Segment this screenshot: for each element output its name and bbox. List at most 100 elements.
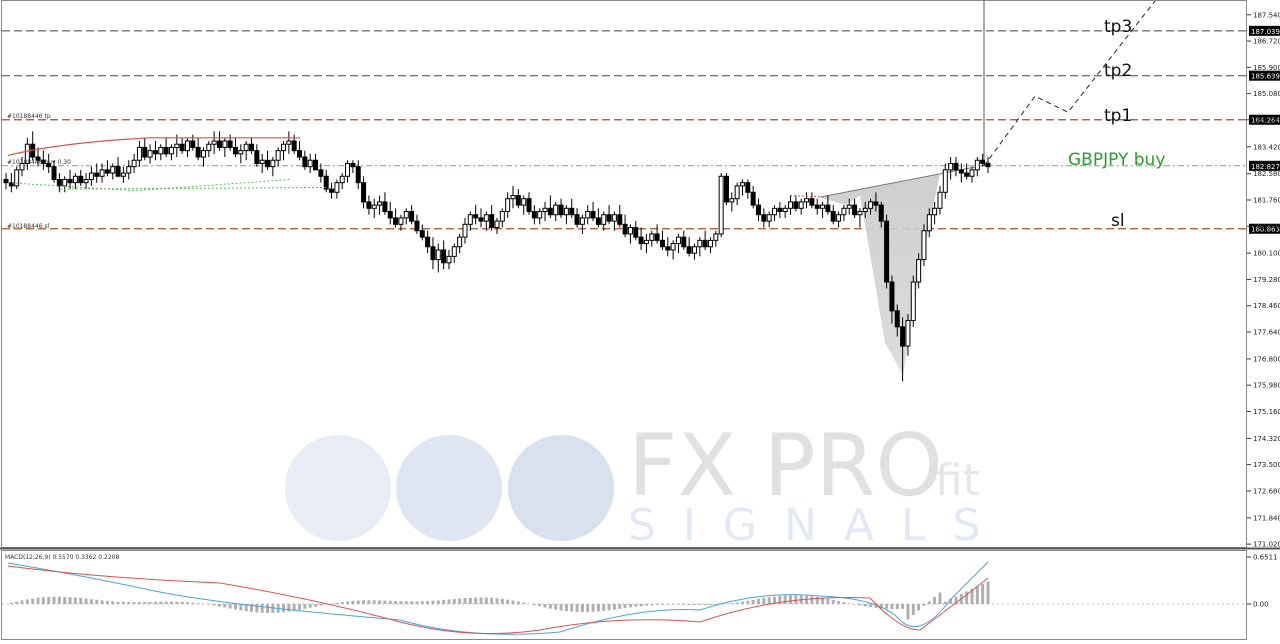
candle-up [707, 239, 713, 248]
candle-down [702, 239, 708, 248]
candle-up [200, 150, 206, 158]
macd-line [7, 561, 989, 635]
candle-up [798, 201, 804, 209]
candle-down [425, 236, 431, 248]
candle-down [617, 214, 623, 225]
candle-down [654, 233, 660, 241]
price-tag [1249, 70, 1280, 81]
price-tick-label: 185.900 [1253, 64, 1280, 72]
candle-down [953, 162, 959, 171]
watermark-sub: SIGNALS [628, 500, 1007, 551]
candle-up [307, 159, 313, 168]
candle-down [249, 143, 254, 152]
candle-down [526, 198, 532, 213]
candle-up [948, 162, 954, 171]
candle-up [131, 159, 137, 168]
candle-down [195, 146, 201, 158]
candle-up [14, 169, 20, 187]
candle-up [820, 204, 826, 209]
candle-down [350, 162, 356, 168]
candle-up [377, 201, 383, 206]
trade-levels: 187.039 185.639 184.264 182.827 180.863 [2, 0, 1280, 234]
order-sl-label: #10188446 sl [7, 223, 50, 230]
candle-down [387, 211, 393, 219]
candle-down [35, 156, 41, 161]
macd-signal [7, 565, 989, 635]
candle-up [24, 143, 30, 164]
watermark-logo: FX PRO fit SIGNALS [285, 416, 1007, 551]
candle-down [430, 246, 436, 261]
candle-down [40, 159, 46, 164]
candle-down [355, 166, 361, 184]
candle-down [894, 310, 900, 328]
candle-up [147, 150, 153, 158]
candle-up [168, 146, 174, 155]
candle-down [163, 146, 169, 155]
candle-up [713, 233, 719, 241]
price-tag [1249, 160, 1280, 171]
candle-up [675, 236, 681, 245]
candle-up [788, 201, 794, 209]
candle-down [441, 249, 447, 264]
candle-up [136, 146, 142, 161]
tp1-label: tp1 [1104, 106, 1132, 126]
candle-down [531, 211, 537, 219]
candle-down [115, 166, 121, 177]
price-tick-label: 180.940 [1253, 223, 1280, 231]
candle-up [649, 233, 655, 241]
candle-up [868, 201, 874, 209]
candle-down [361, 182, 367, 203]
candle-down [964, 172, 970, 177]
watermark-circle [285, 435, 391, 541]
price-tick-label: 184.264 [1253, 116, 1280, 124]
candle-down [852, 204, 858, 216]
candle-up [345, 162, 351, 177]
candle-down [67, 178, 73, 184]
candle-down [329, 188, 335, 193]
candle-up [643, 239, 649, 245]
candle-down [569, 207, 575, 216]
candle-up [537, 211, 543, 219]
candle-up [398, 217, 404, 225]
order-tp-label: #10188446 tp [7, 113, 51, 120]
candle-up [339, 175, 345, 184]
candle-down [142, 146, 148, 158]
entry-label: GBPJPY buy [1068, 150, 1165, 170]
candle-down [179, 143, 185, 152]
candle-up [942, 169, 948, 193]
candle-down [638, 236, 644, 245]
candle-up [467, 214, 473, 225]
price-tick-label: 181.760 [1253, 196, 1280, 204]
macd-panel-border [1, 550, 1247, 640]
candle-down [793, 201, 799, 209]
candle-up [611, 214, 617, 222]
candle-down [745, 182, 751, 193]
candle-up [457, 236, 463, 248]
candle-up [505, 198, 511, 213]
candle-up [158, 146, 164, 155]
watermark-circle [396, 435, 502, 541]
candle-down [409, 211, 415, 222]
candle-down [3, 178, 9, 184]
projection-path [983, 0, 1156, 167]
candle-down [419, 230, 425, 238]
macd-title: MACD(12,26,9) 0.5570 0.3362 0.2208 [5, 554, 119, 561]
watermark-fit: fit [935, 455, 980, 506]
candle-down [825, 204, 831, 213]
candle-up [19, 162, 25, 171]
candle-down [216, 140, 222, 148]
tp3-label: tp3 [1104, 17, 1132, 37]
candle-up [483, 214, 489, 222]
order-buy-label: #10188446 buy 0.30 [7, 159, 71, 166]
candle-up [718, 175, 724, 235]
candle-down [8, 182, 14, 187]
candle-down [686, 246, 692, 254]
price-tick-label: 171.020 [1253, 541, 1280, 549]
candle-down [51, 166, 57, 180]
candle-up [403, 211, 409, 219]
overlays [7, 0, 1156, 198]
candle-up [932, 207, 938, 216]
candle-down [78, 175, 84, 184]
